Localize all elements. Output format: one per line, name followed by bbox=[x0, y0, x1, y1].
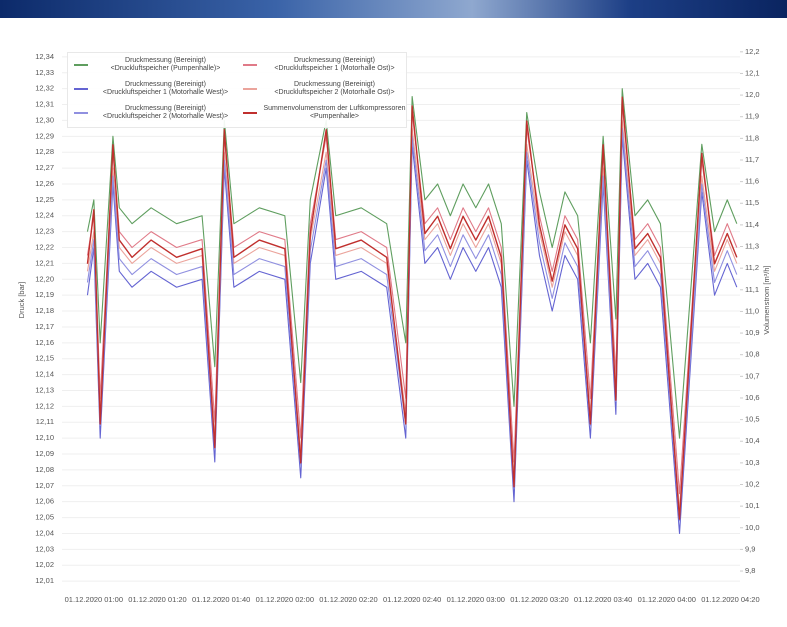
y-tick-label: 12,24 bbox=[35, 211, 54, 220]
y-tick-label: 12,19 bbox=[35, 290, 54, 299]
y-tick-label: 12,20 bbox=[35, 274, 54, 283]
y-tick-label: 12,09 bbox=[35, 449, 54, 458]
y-tick-label: 12,22 bbox=[35, 242, 54, 251]
x-tick-label: 01.12.2020 01:00 bbox=[65, 595, 123, 604]
y2-tick-label: 10,0 bbox=[745, 523, 760, 532]
y-tick-label: 12,15 bbox=[35, 354, 54, 363]
legend-label: Druckmessung (Bereinigt) <Druckluftspeic… bbox=[94, 57, 237, 73]
y-tick-label: 12,02 bbox=[35, 560, 54, 569]
x-tick-label: 01.12.2020 03:00 bbox=[447, 595, 505, 604]
legend-swatch bbox=[243, 88, 257, 90]
y2-tick-label: 11,4 bbox=[745, 220, 759, 229]
y-tick-label: 12,01 bbox=[35, 576, 54, 585]
x-tick-label: 01.12.2020 04:00 bbox=[638, 595, 696, 604]
y2-tick-label: 12,1 bbox=[745, 68, 760, 77]
y2-tick-label: 11,2 bbox=[745, 263, 759, 272]
y-tick-label: 12,26 bbox=[35, 179, 54, 188]
x-tick-label: 01.12.2020 03:40 bbox=[574, 595, 632, 604]
x-tick-label: 01.12.2020 02:40 bbox=[383, 595, 441, 604]
y-tick-label: 12,30 bbox=[35, 115, 54, 124]
legend-label: Druckmessung (Bereinigt) <Druckluftspeic… bbox=[94, 81, 237, 97]
y2-tick-label: 12,0 bbox=[745, 90, 760, 99]
y-tick-label: 12,28 bbox=[35, 147, 54, 156]
y-tick-label: 12,29 bbox=[35, 131, 54, 140]
y-tick-label: 12,06 bbox=[35, 497, 54, 506]
legend-label: Druckmessung (Bereinigt) <Druckluftspeic… bbox=[94, 105, 237, 121]
x-tick-label: 01.12.2020 03:20 bbox=[510, 595, 568, 604]
y2-tick-label: 10,7 bbox=[745, 371, 760, 380]
y2-tick-label: 11,1 bbox=[745, 285, 759, 294]
header-banner bbox=[0, 0, 787, 18]
y-tick-label: 12,18 bbox=[35, 306, 54, 315]
y2-tick-label: 10,2 bbox=[745, 479, 760, 488]
y2-tick-label: 10,9 bbox=[745, 328, 760, 337]
y-tick-label: 12,23 bbox=[35, 227, 54, 236]
y2-tick-label: 10,3 bbox=[745, 458, 760, 467]
y2-tick-label: 10,1 bbox=[745, 501, 760, 510]
y-tick-label: 12,07 bbox=[35, 481, 54, 490]
y-tick-label: 12,04 bbox=[35, 528, 54, 537]
y-tick-label: 12,31 bbox=[35, 100, 54, 109]
y-tick-label: 12,16 bbox=[35, 338, 54, 347]
y-tick-label: 12,11 bbox=[36, 417, 54, 426]
y2-tick-label: 9,9 bbox=[745, 544, 755, 553]
y-tick-label: 12,13 bbox=[35, 385, 54, 394]
y-tick-label: 12,32 bbox=[35, 84, 54, 93]
legend-entry: Druckmessung (Bereinigt) <Druckluftspeic… bbox=[68, 77, 237, 101]
y-tick-label: 12,12 bbox=[35, 401, 54, 410]
series-line bbox=[87, 128, 736, 520]
y-tick-label: 12,34 bbox=[35, 52, 54, 61]
series-line bbox=[87, 120, 736, 509]
x-tick-label: 01.12.2020 01:20 bbox=[128, 595, 186, 604]
y-tick-label: 12,25 bbox=[35, 195, 54, 204]
x-tick-label: 01.12.2020 02:00 bbox=[256, 595, 314, 604]
legend-label: Druckmessung (Bereinigt) <Druckluftspeic… bbox=[263, 57, 406, 73]
y-tick-label: 12,10 bbox=[35, 433, 54, 442]
y2-tick-label: 10,4 bbox=[745, 436, 760, 445]
legend-swatch bbox=[74, 112, 88, 114]
legend-entry: Druckmessung (Bereinigt) <Druckluftspeic… bbox=[237, 53, 406, 77]
legend-label: Druckmessung (Bereinigt) <Druckluftspeic… bbox=[263, 81, 406, 97]
y2-tick-label: 10,8 bbox=[745, 350, 760, 359]
y2-tick-label: 11,6 bbox=[745, 177, 759, 186]
y-tick-label: 12,21 bbox=[35, 258, 54, 267]
y2-tick-label: 11,9 bbox=[745, 112, 759, 121]
legend-entry: Druckmessung (Bereinigt) <Druckluftspeic… bbox=[237, 77, 406, 101]
legend-entry: Druckmessung (Bereinigt) <Druckluftspeic… bbox=[68, 101, 237, 125]
legend-swatch bbox=[243, 64, 257, 66]
y2-tick-label: 10,5 bbox=[745, 415, 760, 424]
y-tick-label: 12,08 bbox=[35, 465, 54, 474]
y2-tick-label: 11,0 bbox=[745, 306, 759, 315]
y-tick-label: 12,14 bbox=[35, 370, 54, 379]
legend-swatch bbox=[74, 88, 88, 90]
legend-swatch bbox=[74, 64, 88, 66]
y2-tick-label: 11,3 bbox=[745, 242, 759, 251]
y-tick-label: 12,27 bbox=[35, 163, 54, 172]
page: {"chart_data": {"type": "line", "y_label… bbox=[0, 0, 787, 627]
series-line bbox=[87, 136, 736, 533]
x-tick-label: 01.12.2020 02:20 bbox=[319, 595, 377, 604]
y2-tick-label: 12,2 bbox=[745, 47, 760, 56]
y-axis-title: Druck [bar] bbox=[17, 282, 26, 319]
x-tick-label: 01.12.2020 01:40 bbox=[192, 595, 250, 604]
y-tick-label: 12,05 bbox=[35, 513, 54, 522]
y2-tick-label: 10,6 bbox=[745, 393, 760, 402]
legend-entry: Druckmessung (Bereinigt) <Druckluftspeic… bbox=[68, 53, 237, 77]
y2-tick-label: 11,7 bbox=[745, 155, 759, 164]
y2-tick-label: 11,5 bbox=[745, 198, 759, 207]
y2-tick-label: 9,8 bbox=[745, 566, 755, 575]
y2-axis-title: Volumenstrom [m³/h] bbox=[762, 265, 771, 334]
y-tick-label: 12,17 bbox=[35, 322, 54, 331]
y2-tick-label: 11,8 bbox=[745, 133, 759, 142]
y-tick-label: 12,33 bbox=[35, 68, 54, 77]
y-tick-label: 12,03 bbox=[35, 544, 54, 553]
legend: Druckmessung (Bereinigt) <Druckluftspeic… bbox=[67, 52, 407, 128]
legend-label: Summenvolumenstrom der Luftkompressoren … bbox=[263, 105, 406, 121]
x-tick-label: 01.12.2020 04:20 bbox=[701, 595, 759, 604]
legend-swatch bbox=[243, 112, 257, 114]
legend-entry: Summenvolumenstrom der Luftkompressoren … bbox=[237, 101, 406, 125]
